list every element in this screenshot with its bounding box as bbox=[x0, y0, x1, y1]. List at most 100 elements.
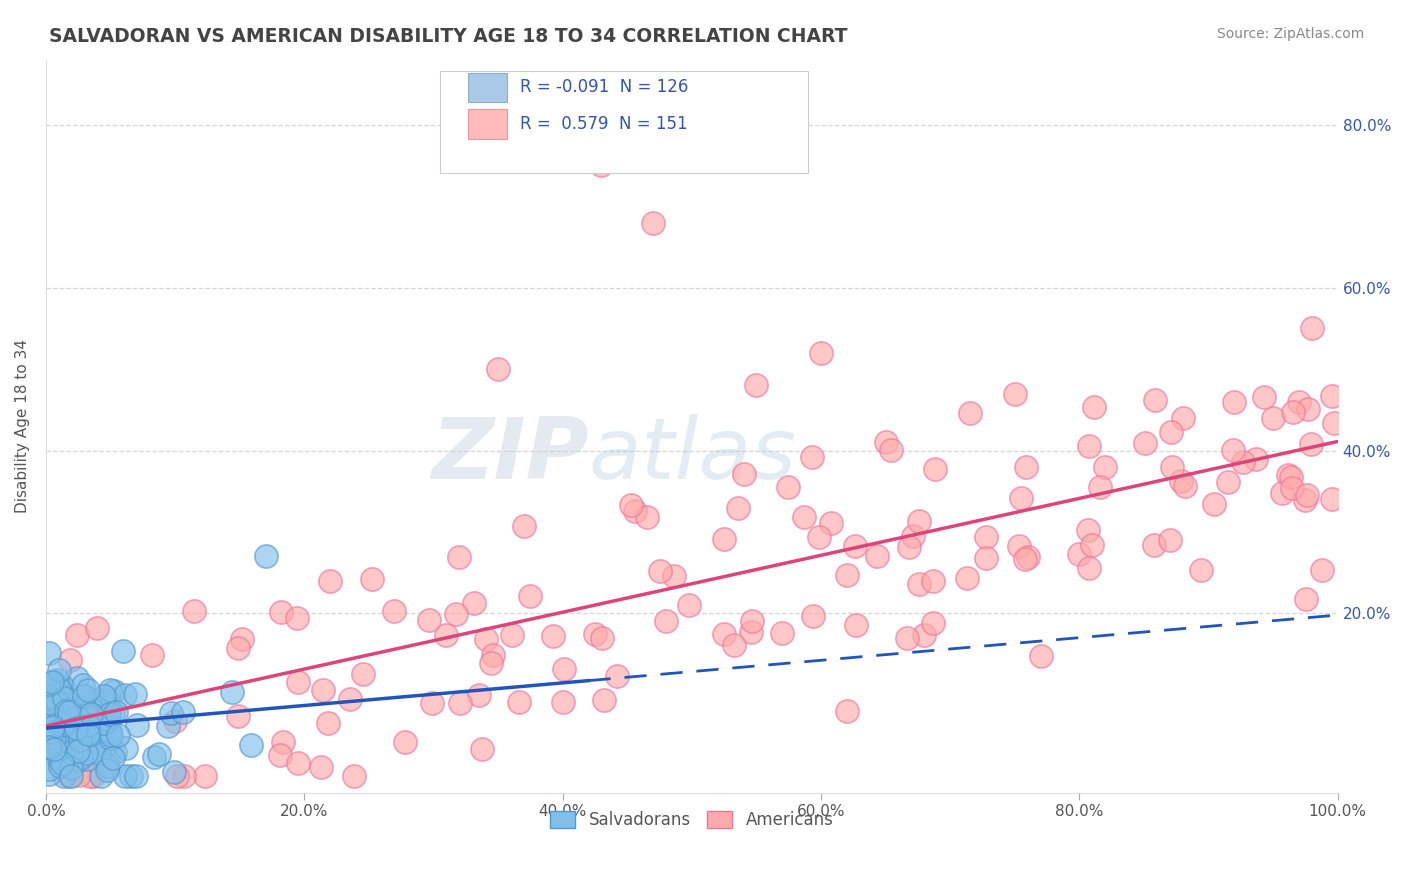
Point bbox=[447, 550, 470, 565]
Point bbox=[59, 653, 82, 667]
Point bbox=[835, 704, 858, 718]
Text: ZIP: ZIP bbox=[430, 414, 589, 497]
Point bbox=[420, 696, 443, 710]
Point bbox=[65, 746, 87, 760]
Point bbox=[471, 742, 494, 756]
Point bbox=[343, 769, 366, 783]
Point bbox=[382, 604, 405, 618]
Point bbox=[51, 723, 73, 737]
Point bbox=[76, 707, 98, 722]
Point bbox=[897, 540, 920, 554]
Point bbox=[141, 648, 163, 662]
Point bbox=[976, 551, 998, 566]
Point bbox=[1232, 455, 1254, 469]
Point bbox=[66, 732, 89, 747]
Point bbox=[1015, 459, 1038, 474]
Point bbox=[1279, 470, 1302, 484]
Point bbox=[467, 688, 489, 702]
Point bbox=[352, 666, 374, 681]
Point bbox=[114, 768, 136, 782]
Point bbox=[37, 689, 59, 703]
Text: R =  0.579  N = 151: R = 0.579 N = 151 bbox=[520, 115, 688, 133]
Point bbox=[173, 769, 195, 783]
Point bbox=[1174, 478, 1197, 492]
Point bbox=[51, 735, 73, 749]
Point bbox=[163, 764, 186, 779]
Point bbox=[1171, 411, 1194, 425]
Point bbox=[793, 510, 815, 524]
Point bbox=[956, 571, 979, 585]
Point bbox=[157, 719, 180, 733]
Point bbox=[922, 616, 945, 631]
Point bbox=[339, 692, 361, 706]
Point bbox=[1014, 552, 1036, 566]
FancyBboxPatch shape bbox=[440, 70, 808, 173]
Point bbox=[901, 529, 924, 543]
Point bbox=[513, 519, 536, 533]
Point bbox=[93, 710, 115, 724]
Point bbox=[41, 692, 63, 706]
Point bbox=[662, 569, 685, 583]
Point bbox=[1323, 416, 1346, 430]
Point bbox=[1271, 485, 1294, 500]
Point bbox=[76, 707, 98, 722]
Legend: Salvadorans, Americans: Salvadorans, Americans bbox=[544, 804, 841, 836]
Point bbox=[112, 644, 135, 658]
Point bbox=[59, 768, 82, 782]
Point bbox=[866, 549, 889, 564]
Point bbox=[1143, 393, 1166, 408]
Point bbox=[98, 707, 121, 722]
Point bbox=[434, 628, 457, 642]
Point bbox=[879, 442, 901, 457]
Point bbox=[623, 504, 645, 518]
Point bbox=[66, 709, 89, 723]
Point bbox=[501, 628, 523, 642]
Point bbox=[309, 760, 332, 774]
Point bbox=[908, 576, 931, 591]
Point bbox=[63, 706, 86, 721]
Point bbox=[58, 705, 80, 719]
Point bbox=[976, 530, 998, 544]
Point bbox=[1078, 560, 1101, 574]
Point bbox=[713, 532, 735, 546]
Point bbox=[254, 549, 277, 564]
Point bbox=[66, 744, 89, 758]
Point bbox=[38, 740, 60, 755]
Point bbox=[38, 763, 60, 777]
Point bbox=[194, 769, 217, 783]
Point bbox=[67, 768, 90, 782]
Point bbox=[51, 679, 73, 693]
Point bbox=[58, 702, 80, 716]
Point bbox=[51, 715, 73, 730]
Point bbox=[166, 769, 188, 783]
Point bbox=[58, 719, 80, 733]
Point bbox=[1083, 400, 1105, 414]
Point bbox=[66, 671, 89, 685]
Point bbox=[86, 621, 108, 635]
Point bbox=[76, 724, 98, 739]
Point bbox=[1281, 481, 1303, 495]
Point bbox=[77, 752, 100, 766]
Point bbox=[125, 768, 148, 782]
Point bbox=[591, 631, 613, 645]
Point bbox=[45, 695, 67, 709]
Point bbox=[1216, 475, 1239, 490]
Point bbox=[48, 751, 70, 765]
Point bbox=[553, 662, 575, 676]
Point bbox=[319, 574, 342, 589]
Point bbox=[1094, 459, 1116, 474]
Point bbox=[77, 692, 100, 706]
Point bbox=[1077, 523, 1099, 537]
Point bbox=[80, 707, 103, 722]
Point bbox=[921, 574, 943, 588]
Point bbox=[98, 682, 121, 697]
Point bbox=[90, 736, 112, 750]
Point bbox=[655, 614, 678, 628]
Point bbox=[86, 700, 108, 714]
Point bbox=[1004, 386, 1026, 401]
Point bbox=[49, 740, 72, 755]
Point bbox=[51, 756, 73, 770]
Point bbox=[93, 739, 115, 754]
Point bbox=[80, 701, 103, 715]
Point bbox=[316, 715, 339, 730]
